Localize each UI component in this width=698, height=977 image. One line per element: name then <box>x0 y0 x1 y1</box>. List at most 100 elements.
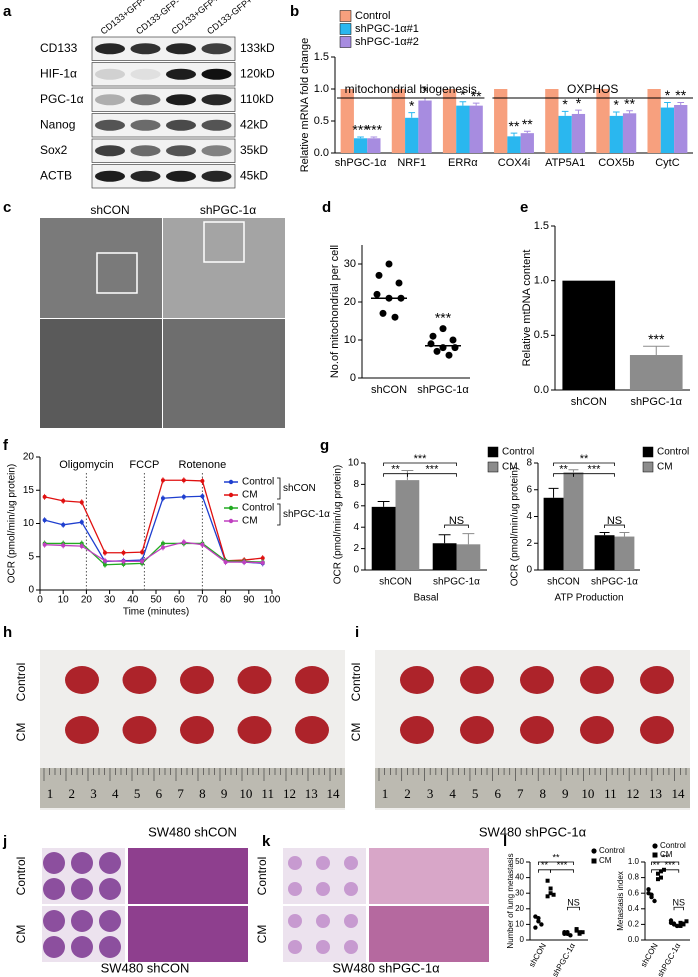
lung <box>122 716 157 744</box>
blot-band <box>130 170 161 182</box>
blot-band <box>95 43 125 55</box>
lung <box>400 716 434 744</box>
error-bar <box>408 112 416 118</box>
significance-label: ** <box>552 852 560 862</box>
panel-label: e <box>520 199 528 216</box>
point <box>449 336 457 344</box>
error-bar <box>626 110 633 114</box>
bar <box>494 89 508 153</box>
em-image <box>163 319 285 428</box>
significance-label: *** <box>588 464 602 476</box>
ruler-number: 6 <box>156 786 163 801</box>
significance-label: *** <box>352 122 369 138</box>
bar <box>456 105 470 153</box>
point <box>160 478 165 483</box>
point <box>395 279 403 287</box>
legend-bracket <box>277 503 281 526</box>
point <box>140 550 145 555</box>
y-tick-label: 0.0 <box>314 147 329 159</box>
ruler-number: 12 <box>626 786 639 801</box>
y-tick-label: 10 <box>344 334 356 346</box>
caption: SW480 shCON <box>148 824 237 839</box>
legend-marker <box>591 848 597 854</box>
ruler-number: 10 <box>239 786 252 801</box>
y-axis-label: OCR (pmol/min/ug protein) <box>333 465 344 584</box>
blot-band <box>201 119 232 131</box>
bar <box>596 89 610 153</box>
significance-label: * <box>576 95 582 111</box>
row-label: Control <box>349 663 363 702</box>
point <box>548 891 553 896</box>
legend-marker <box>652 843 658 849</box>
micro-section <box>369 848 489 904</box>
point <box>548 886 553 891</box>
x-tick-label: shPGC-1α <box>656 941 683 977</box>
lung <box>65 666 99 694</box>
ruler-number: 11 <box>261 786 274 801</box>
y-tick-label: 0 <box>520 935 525 944</box>
y-tick-label: 0.8 <box>628 873 640 882</box>
panel-label: d <box>322 199 331 216</box>
significance-label: ** <box>662 852 670 862</box>
tissue <box>71 852 93 874</box>
y-tick-label: 0 <box>350 372 356 384</box>
lung <box>580 666 614 694</box>
annotation-label: FCCP <box>129 459 159 471</box>
legend-swatch <box>487 461 499 473</box>
bar <box>558 115 572 153</box>
y-tick-label: 15 <box>23 485 35 496</box>
y-tick-label: 50 <box>515 857 524 866</box>
legend-label: Control <box>599 846 625 855</box>
caption: SW480 shPGC-1α <box>332 960 440 975</box>
blot-band <box>130 94 161 106</box>
significance-bracket <box>444 524 469 529</box>
x-tick-label: 90 <box>243 595 255 606</box>
significance-label: ** <box>471 88 482 104</box>
group-label: OXPHOS <box>567 82 618 96</box>
legend-marker <box>228 479 234 485</box>
significance-bracket <box>553 462 615 466</box>
micro-section <box>369 906 489 962</box>
legend-label: CM <box>502 462 518 473</box>
ruler-number: 13 <box>649 786 662 801</box>
point <box>674 923 680 929</box>
point <box>79 500 84 505</box>
significance-label: ** <box>391 464 400 476</box>
legend-swatch <box>339 36 352 48</box>
point <box>580 930 585 935</box>
ruler-number: 7 <box>517 786 524 801</box>
error-bar <box>472 102 480 106</box>
panel-label: a <box>3 3 12 20</box>
blot-band <box>166 119 196 131</box>
micro-section <box>128 906 248 962</box>
y-tick-label: 6 <box>526 484 532 495</box>
point <box>79 544 84 549</box>
em-label: shCON <box>90 203 129 217</box>
bar <box>660 107 675 153</box>
size-label: 110kD <box>240 92 274 106</box>
y-axis-label: OCR (pmol/min/ug protein) <box>510 467 521 586</box>
point <box>223 560 228 565</box>
significance-label: ** <box>509 118 520 134</box>
legend-swatch <box>339 23 352 35</box>
tissue <box>43 878 65 900</box>
point <box>42 518 47 523</box>
ruler-number: 8 <box>540 786 547 801</box>
panel-label: h <box>3 624 12 641</box>
y-tick-label: 40 <box>515 873 524 882</box>
y-axis-label: Number of lung metastasis <box>506 853 515 948</box>
significance-bracket <box>604 524 625 529</box>
x-tick-label: 50 <box>150 595 162 606</box>
legend-marker <box>228 505 234 511</box>
point <box>574 927 579 932</box>
legend-label: shPGC-1α#1 <box>355 23 419 35</box>
legend-label: shPGC-1α#2 <box>355 36 419 48</box>
ruler-number: 10 <box>581 786 594 801</box>
point <box>646 887 651 892</box>
error-bar <box>523 130 531 134</box>
size-label: 120kD <box>240 66 275 80</box>
point <box>545 878 550 883</box>
blot-band <box>95 119 125 131</box>
blot-strip <box>91 36 236 61</box>
tissue <box>99 852 121 874</box>
